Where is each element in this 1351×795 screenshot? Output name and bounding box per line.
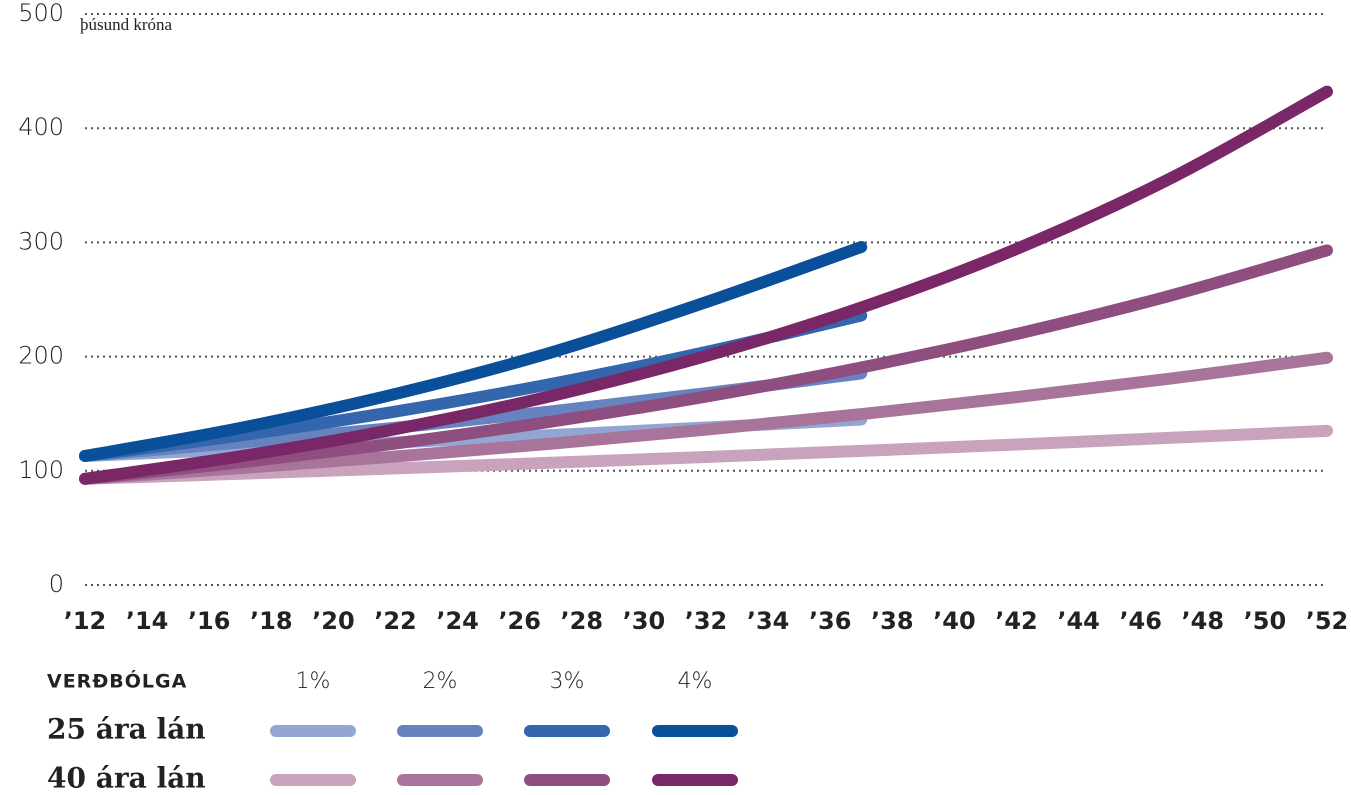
- x-tick-label: ’34: [747, 607, 790, 635]
- x-tick-label: ’52: [1306, 607, 1349, 635]
- x-tick-label: ’36: [809, 607, 852, 635]
- y-tick-label: 300: [18, 227, 64, 255]
- x-tick-label: ’48: [1182, 607, 1225, 635]
- y-axis-unit: þúsund króna: [80, 15, 173, 34]
- x-tick-label: ’18: [250, 607, 293, 635]
- x-tick-label: ’14: [126, 607, 169, 635]
- y-tick-label: 500: [18, 0, 64, 27]
- x-tick-label: ’12: [64, 607, 107, 635]
- legend-row: 40 ára lán: [47, 762, 206, 795]
- legend-column: 3%: [550, 669, 585, 694]
- x-tick-label: ’16: [188, 607, 231, 635]
- x-tick-label: ’50: [1244, 607, 1287, 635]
- x-tick-label: ’46: [1119, 607, 1162, 635]
- legend-row: 25 ára lán: [47, 713, 206, 746]
- x-tick-label: ’30: [623, 607, 666, 635]
- x-tick-label: ’22: [374, 607, 417, 635]
- x-tick-label: ’28: [561, 607, 604, 635]
- x-tick-label: ’40: [933, 607, 976, 635]
- series-line: [79, 85, 1333, 485]
- legend-column: 2%: [423, 669, 458, 694]
- series-line: [79, 424, 1333, 485]
- y-tick-label: 400: [18, 113, 64, 141]
- y-tick-label: 200: [18, 342, 64, 370]
- x-tick-label: ’24: [436, 607, 479, 635]
- y-tick-label: 0: [49, 570, 64, 598]
- x-tick-label: ’42: [995, 607, 1038, 635]
- y-tick-label: 100: [18, 456, 64, 484]
- x-tick-label: ’38: [871, 607, 914, 635]
- legend-column: 4%: [678, 669, 713, 694]
- legend-title: VERÐBÓLGA: [47, 669, 187, 693]
- x-tick-label: ’32: [685, 607, 728, 635]
- x-tick-label: ’20: [312, 607, 355, 635]
- x-tick-label: ’26: [498, 607, 541, 635]
- legend-column: 1%: [296, 669, 331, 694]
- series-line: [79, 240, 868, 462]
- series-line: [79, 351, 1333, 485]
- series-line: [79, 244, 1333, 485]
- x-tick-label: ’44: [1057, 607, 1100, 635]
